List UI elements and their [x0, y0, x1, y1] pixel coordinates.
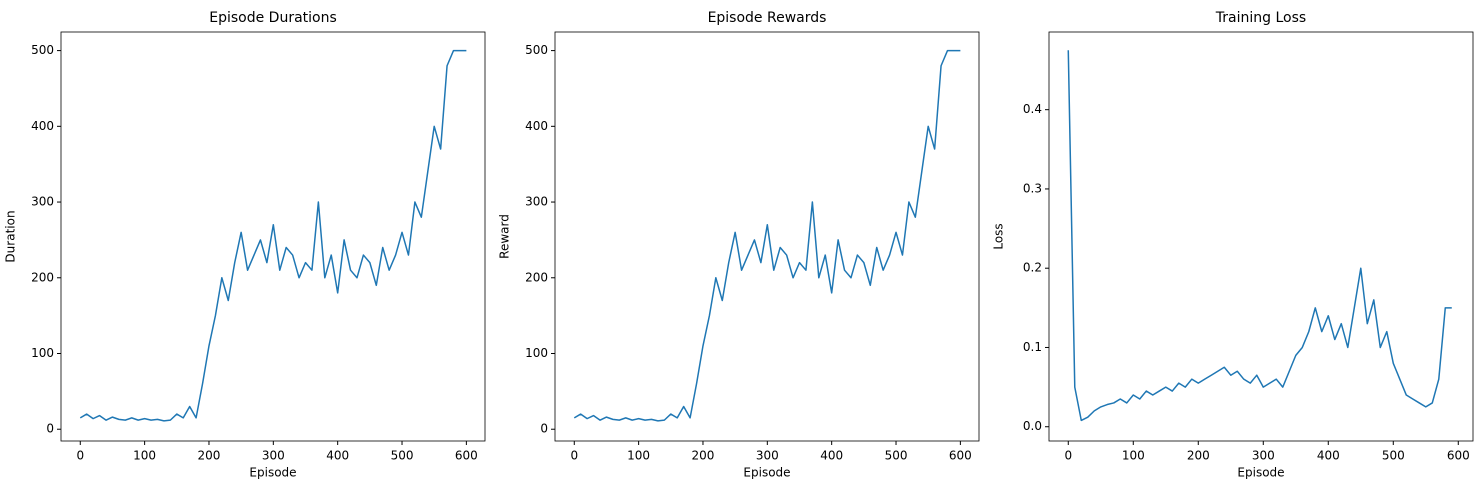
- y-tick-label: 200: [525, 270, 548, 284]
- y-axis-label: Duration: [4, 210, 18, 262]
- x-tick-label: 100: [627, 449, 650, 463]
- x-tick-label: 500: [1382, 449, 1405, 463]
- x-tick-label: 300: [262, 449, 285, 463]
- x-tick-label: 100: [1122, 449, 1145, 463]
- x-tick-label: 100: [133, 449, 156, 463]
- y-tick-label: 300: [31, 195, 54, 209]
- y-tick-label: 0: [540, 422, 548, 436]
- x-tick-label: 600: [949, 449, 972, 463]
- x-tick-label: 0: [570, 449, 578, 463]
- y-tick-label: 200: [31, 270, 54, 284]
- y-tick-label: 100: [31, 346, 54, 360]
- x-axis-label: Episode: [1237, 466, 1284, 480]
- x-tick-label: 300: [1252, 449, 1275, 463]
- y-tick-label: 400: [31, 119, 54, 133]
- y-tick-label: 0.0: [1023, 419, 1042, 433]
- x-tick-label: 600: [455, 449, 478, 463]
- y-tick-label: 0.3: [1023, 181, 1042, 195]
- y-tick-label: 500: [525, 43, 548, 57]
- y-axis-label: Loss: [992, 223, 1006, 249]
- chart-title: Episode Durations: [209, 10, 337, 26]
- x-axis-label: Episode: [743, 466, 790, 480]
- y-tick-label: 500: [31, 43, 54, 57]
- x-tick-label: 0: [1064, 449, 1072, 463]
- x-tick-label: 200: [198, 449, 221, 463]
- x-tick-label: 300: [756, 449, 779, 463]
- data-line: [1067, 50, 1452, 422]
- x-tick-label: 0: [76, 449, 84, 463]
- axes-frame: [60, 31, 486, 442]
- y-tick-label: 0: [46, 422, 54, 436]
- x-tick-label: 600: [1447, 449, 1470, 463]
- x-tick-label: 200: [1187, 449, 1210, 463]
- y-tick-label: 0.4: [1023, 102, 1042, 116]
- x-tick-label: 200: [692, 449, 715, 463]
- axes-frame: [1048, 31, 1474, 442]
- data-line: [573, 49, 961, 422]
- y-tick-label: 300: [525, 195, 548, 209]
- x-tick-label: 400: [1317, 449, 1340, 463]
- y-tick-label: 400: [525, 119, 548, 133]
- x-axis-label: Episode: [249, 466, 296, 480]
- y-tick-label: 0.1: [1023, 340, 1042, 354]
- chart-title: Episode Rewards: [708, 10, 827, 26]
- x-tick-label: 500: [885, 449, 908, 463]
- axes-frame: [554, 31, 980, 442]
- y-axis-label: Reward: [498, 214, 512, 259]
- y-tick-label: 0.2: [1023, 261, 1042, 275]
- x-tick-label: 400: [326, 449, 349, 463]
- chart-title: Training Loss: [1215, 10, 1306, 26]
- data-line: [79, 49, 467, 422]
- y-tick-label: 100: [525, 346, 548, 360]
- x-tick-label: 400: [820, 449, 843, 463]
- x-tick-label: 500: [391, 449, 414, 463]
